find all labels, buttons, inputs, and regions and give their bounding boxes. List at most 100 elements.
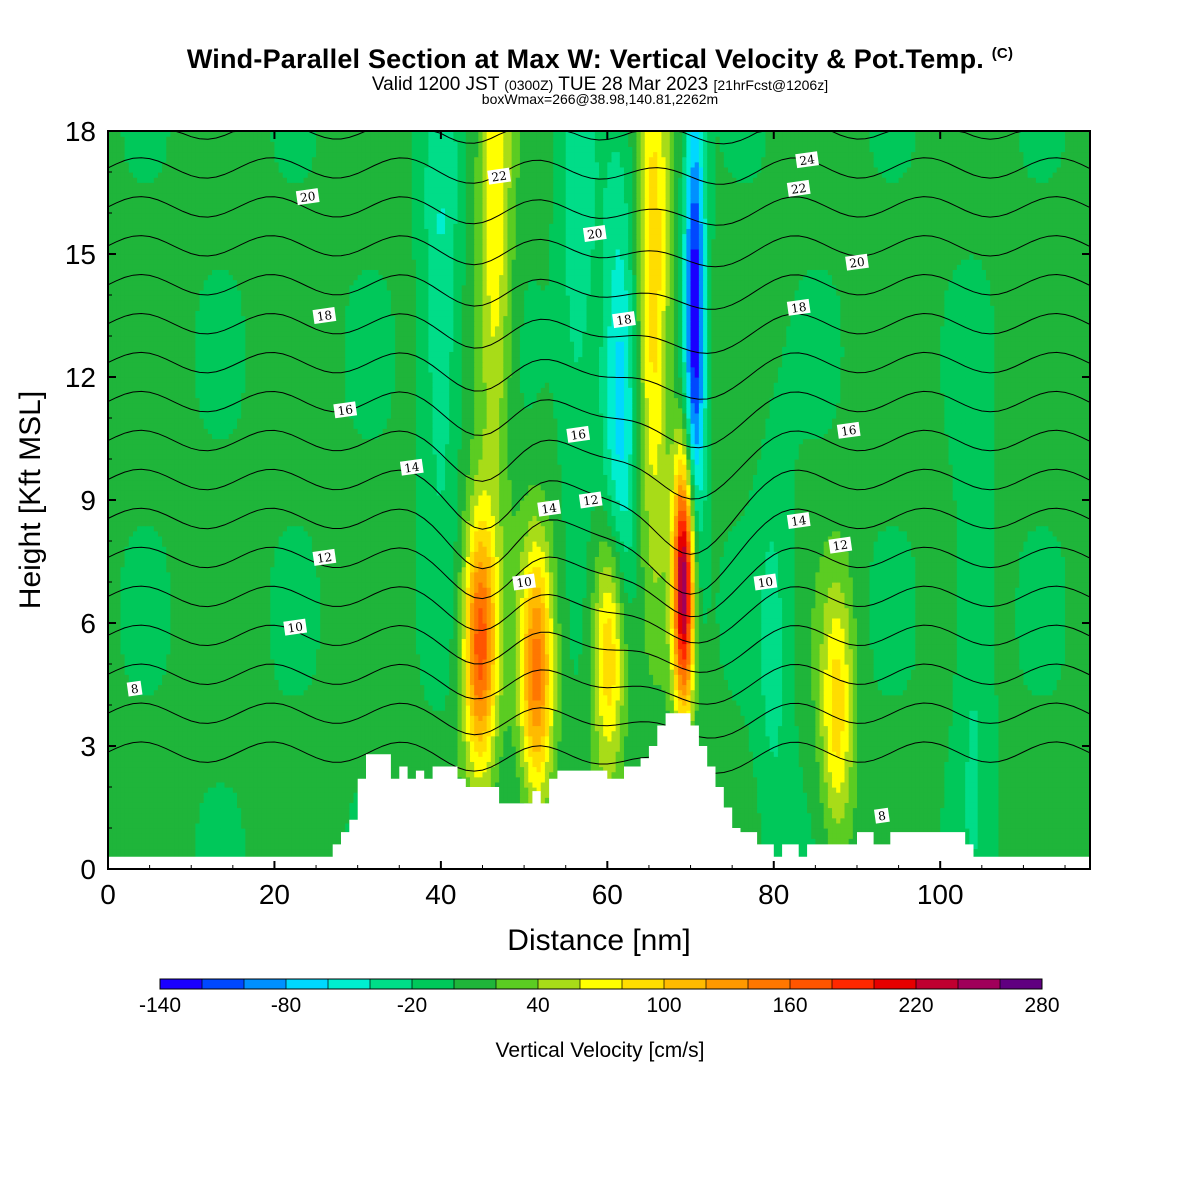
field-cell: [241, 828, 246, 834]
field-cell: [1019, 822, 1025, 829]
field-cell: [1031, 802, 1037, 809]
field-cell: [786, 761, 792, 768]
field-cell: [1006, 787, 1012, 793]
field-cell: [961, 787, 966, 793]
field-cell: [1040, 766, 1045, 773]
field-cell: [187, 766, 192, 773]
field-cell: [553, 771, 558, 778]
field-cell: [827, 771, 833, 778]
field-cell: [320, 817, 325, 824]
field-cell: [470, 776, 475, 783]
field-cell: [295, 797, 301, 803]
field-cell: [478, 761, 484, 768]
field-cell: [124, 776, 130, 783]
field-cell: [191, 817, 196, 824]
field-cell: [395, 766, 400, 773]
field-cell: [141, 843, 147, 850]
field-cell: [819, 833, 825, 839]
field-cell: [170, 848, 176, 855]
field-cell: [765, 822, 771, 829]
field-cell: [253, 792, 259, 798]
field-cell: [786, 812, 792, 819]
field-cell: [944, 787, 950, 793]
field-cell: [819, 802, 825, 809]
field-cell: [1069, 802, 1074, 809]
field-cell: [1027, 828, 1033, 834]
field-cell: [236, 761, 242, 768]
field-cell: [266, 812, 271, 819]
field-cell: [782, 787, 787, 793]
field-cell: [765, 797, 771, 803]
field-cell: [819, 792, 825, 798]
field-cell: [1060, 843, 1066, 850]
field-cell: [316, 802, 321, 809]
field-cell: [936, 802, 941, 809]
field-cell: [1052, 792, 1058, 798]
field-cell: [299, 848, 305, 855]
field-cell: [132, 776, 138, 783]
field-cell: [274, 771, 280, 778]
field-cell: [956, 787, 962, 793]
field-cell: [840, 833, 846, 839]
field-cell: [291, 853, 296, 860]
field-cell: [998, 776, 1004, 783]
field-cell: [911, 812, 916, 819]
field-cell: [952, 807, 958, 814]
field-cell: [249, 853, 255, 860]
field-cell: [981, 761, 987, 768]
field-cell: [253, 802, 259, 809]
field-cell: [216, 792, 221, 798]
field-cell: [927, 761, 933, 768]
field-cell: [112, 802, 117, 809]
field-cell: [261, 843, 267, 850]
field-cell: [1056, 812, 1062, 819]
field-cell: [769, 787, 775, 793]
field-cell: [228, 781, 234, 788]
field-cell: [582, 761, 588, 768]
field-cell: [1015, 848, 1020, 855]
field-cell: [1027, 817, 1033, 824]
field-cell: [1065, 802, 1070, 809]
field-cell: [1027, 843, 1033, 850]
field-cell: [1027, 853, 1033, 860]
field-cell: [249, 802, 255, 809]
field-cell: [157, 833, 163, 839]
field-cell: [769, 797, 775, 803]
field-cell: [236, 797, 242, 803]
field-cell: [865, 807, 871, 814]
field-cell: [328, 776, 334, 783]
field-cell: [299, 771, 305, 778]
field-cell: [786, 797, 792, 803]
field-cell: [890, 802, 896, 809]
field-cell: [807, 761, 812, 768]
field-cell: [195, 781, 201, 788]
field-cell: [128, 817, 134, 824]
field-cell: [969, 792, 975, 798]
field-cell: [1040, 787, 1045, 793]
field-cell: [902, 792, 908, 798]
field-cell: [328, 843, 334, 850]
field-cell: [1073, 771, 1079, 778]
field-cell: [782, 833, 787, 839]
field-cell: [886, 766, 891, 773]
field-cell: [956, 828, 962, 834]
field-cell: [282, 828, 288, 834]
field-cell: [752, 822, 758, 829]
field-cell: [253, 797, 259, 803]
field-cell: [124, 802, 130, 809]
field-cell: [278, 838, 284, 844]
field-cell: [561, 766, 567, 773]
field-cell: [1081, 771, 1087, 778]
field-cell: [245, 771, 251, 778]
field-cell: [278, 781, 284, 788]
field-cell: [840, 776, 846, 783]
field-cell: [1040, 817, 1045, 824]
field-cell: [906, 761, 912, 768]
field-cell: [141, 792, 147, 798]
field-cell: [295, 781, 301, 788]
field-cell: [241, 807, 246, 814]
field-cell: [1040, 843, 1045, 850]
field-cell: [162, 848, 167, 855]
field-cell: [732, 761, 737, 768]
field-cell: [112, 828, 117, 834]
